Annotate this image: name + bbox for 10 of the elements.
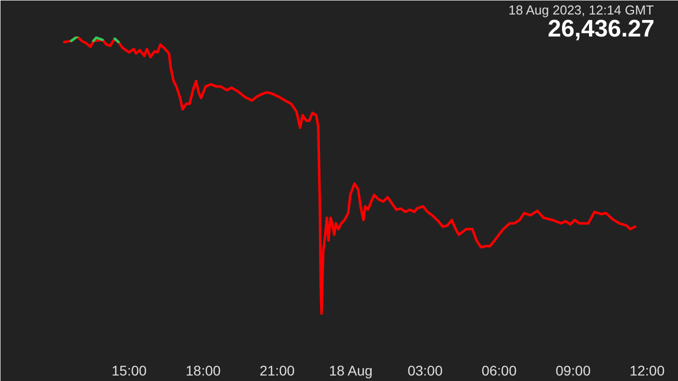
x-tick-label: 21:00 [260, 362, 295, 378]
text: 18 Aug 2023, 12:14 GMT [508, 2, 654, 18]
annotation: 26,436.27 [548, 16, 655, 42]
x-tick-label: 06:00 [482, 362, 517, 378]
x-tick-label: 12:00 [630, 362, 665, 378]
x-tick-label: 18:00 [186, 362, 221, 378]
x-tick-label: 15:00 [112, 362, 147, 378]
x-tick-label: 18 Aug [328, 362, 373, 378]
x-tick-label: 03:00 [408, 362, 443, 378]
x-tick-label: 09:00 [556, 362, 591, 378]
